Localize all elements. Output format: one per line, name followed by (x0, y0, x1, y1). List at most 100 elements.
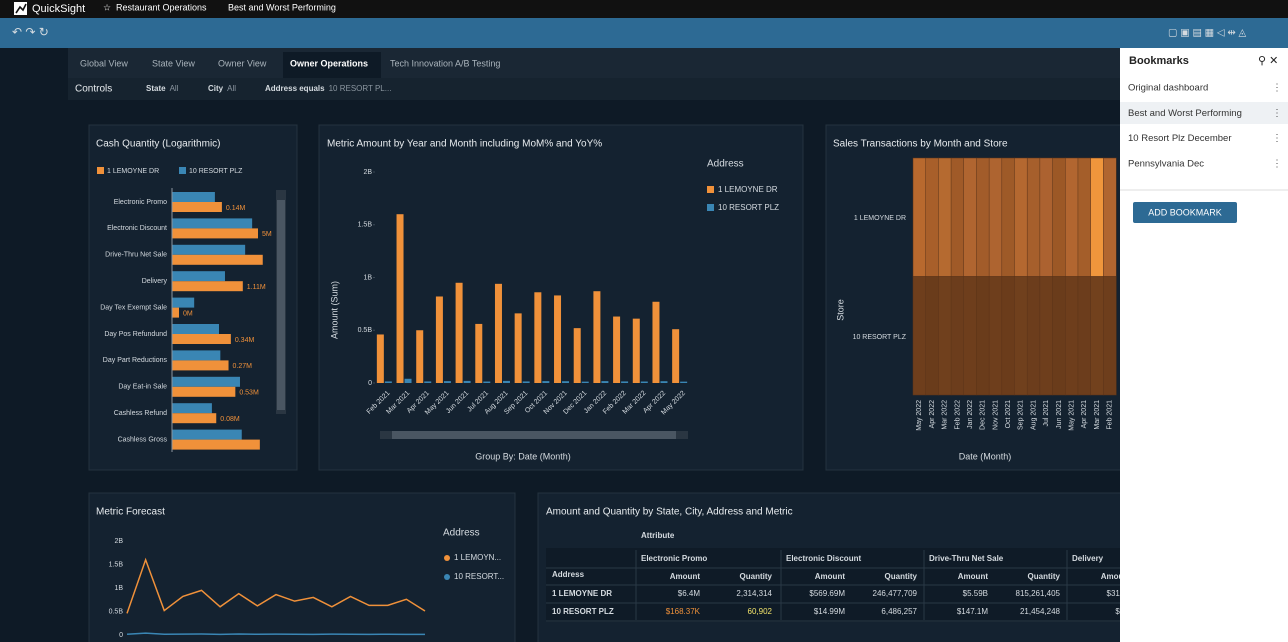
sub-header: Amount (1101, 572, 1132, 581)
undo[interactable]: ↶ ↷ ↻ (12, 25, 49, 39)
bar (404, 378, 412, 383)
data-label: 0M (183, 310, 193, 317)
axis-title: Amount (Sum) (329, 281, 339, 339)
tab[interactable]: Owner View (218, 58, 267, 68)
bar (424, 381, 432, 383)
sub-header: Amount (958, 572, 989, 581)
heat-cell (1014, 276, 1028, 396)
bar (680, 381, 688, 383)
bookmark-item[interactable]: Best and Worst Performing (1128, 108, 1242, 119)
bar (593, 291, 601, 383)
selected-bookmark (1120, 102, 1288, 124)
x-tick-label: Jul 2021 (1043, 400, 1050, 427)
group-header: Electronic Promo (641, 554, 707, 563)
heat-cell (1026, 157, 1041, 277)
more-menu[interactable]: ⋮ (1272, 133, 1282, 144)
y-tick-label: 0 (368, 380, 372, 387)
more-menu[interactable]: ⋮ (1272, 159, 1282, 170)
heat-cell (988, 276, 1003, 396)
x-tick-label: May 2021 (1068, 400, 1075, 431)
legend-title: Address (707, 159, 744, 170)
legend-label: 10 RESORT PLZ (718, 203, 779, 212)
sub-header: Quantity (740, 572, 773, 581)
bar (463, 380, 471, 383)
pin[interactable]: ⚲ ✕ (1258, 55, 1278, 67)
line (126, 557, 426, 614)
bar (172, 192, 215, 202)
legend-label: 1 LEMOYN... (454, 553, 501, 562)
bar (172, 324, 219, 334)
cell: 246,477,709 (873, 589, 918, 598)
toolbar (0, 18, 1288, 48)
heat-cell (988, 157, 1003, 277)
bookmark-item[interactable]: Pennsylvania Dec (1128, 158, 1204, 169)
data-label: 0.14M (226, 205, 246, 212)
breadcrumb: Restaurant Operations (116, 2, 207, 12)
panel (88, 492, 516, 642)
heat-cell (912, 276, 927, 396)
y-tick-label: Day Part Reductions (103, 357, 168, 364)
legend-label: 1 LEMOYNE DR (718, 185, 778, 194)
more-menu[interactable]: ⋮ (1272, 108, 1282, 119)
add-bookmark-button[interactable] (1133, 202, 1237, 223)
heat-cell (938, 276, 952, 396)
chart-title: Sales Transactions by Month and Store (833, 139, 1008, 150)
heat-cell (1039, 157, 1054, 277)
heat-cell (1077, 157, 1092, 277)
scroll-thumb[interactable] (277, 200, 285, 410)
heat-cell (950, 157, 965, 277)
bar (172, 254, 263, 265)
bar (475, 323, 483, 383)
y-tick-label: 0 (119, 632, 123, 639)
bar (172, 334, 231, 344)
bar (502, 380, 510, 383)
y-tick-label: Day Tex Exempt Sale (100, 304, 167, 311)
tab[interactable]: Tech Innovation A/B Testing (390, 58, 500, 68)
bookmark-item[interactable]: 10 Resort Plz December (1128, 133, 1231, 144)
sub-header: Quantity (1028, 572, 1061, 581)
cell: $147.1M (957, 607, 988, 616)
heat-cell (963, 276, 977, 396)
top-bar (0, 0, 1288, 18)
filter-name: Address equals (265, 84, 325, 93)
sub-header: Amount (670, 572, 701, 581)
bar (172, 281, 243, 292)
more-menu[interactable]: ⋮ (1272, 83, 1282, 94)
legend-dot (444, 574, 450, 580)
bar (443, 381, 451, 383)
bookmark-item[interactable]: Original dashboard (1128, 83, 1208, 94)
cell: $569.69M (809, 589, 845, 598)
scroll-thumb[interactable] (392, 431, 676, 439)
tab[interactable]: Global View (80, 58, 128, 68)
bar (601, 381, 609, 383)
separator: ☆ (103, 2, 111, 12)
toolbar-icons[interactable]: ▢ ▣ ▤ ▦ ◁ ⇹ ◬ (1168, 28, 1247, 39)
tab[interactable]: Owner Operations (290, 58, 368, 68)
bar (172, 350, 221, 361)
bar (483, 381, 491, 383)
x-tick-label: Mar 2021 (1094, 400, 1101, 430)
y-tick-label: Delivery (142, 278, 168, 285)
cell: $14.99M (814, 607, 845, 616)
group-header: Delivery (1072, 554, 1104, 563)
filter-value: 10 RESORT PL... (329, 84, 392, 93)
bar (652, 301, 660, 383)
cell: $5.59B (963, 589, 988, 598)
bar (172, 271, 225, 282)
cell: 21,454,248 (1020, 607, 1061, 616)
cell: $168.37K (666, 607, 701, 616)
tab[interactable]: State View (152, 58, 195, 68)
legend-swatch (179, 167, 186, 174)
cell: 6,486,257 (881, 607, 917, 616)
data-label: 0.34M (235, 337, 255, 344)
heat-cell (1001, 276, 1016, 396)
legend-label: 1 LEMOYNE DR (107, 168, 159, 175)
bar (581, 381, 589, 383)
axis-title: Store (835, 299, 845, 321)
button-label: ADD BOOKMARK (1148, 207, 1222, 217)
x-tick-label: Dec 2021 (980, 400, 987, 430)
legend-label: 10 RESORT PLZ (189, 168, 243, 175)
y-tick-label: Electronic Promo (114, 199, 167, 206)
bar (672, 329, 680, 383)
table-title: Amount and Quantity by State, City, Addr… (546, 507, 793, 518)
